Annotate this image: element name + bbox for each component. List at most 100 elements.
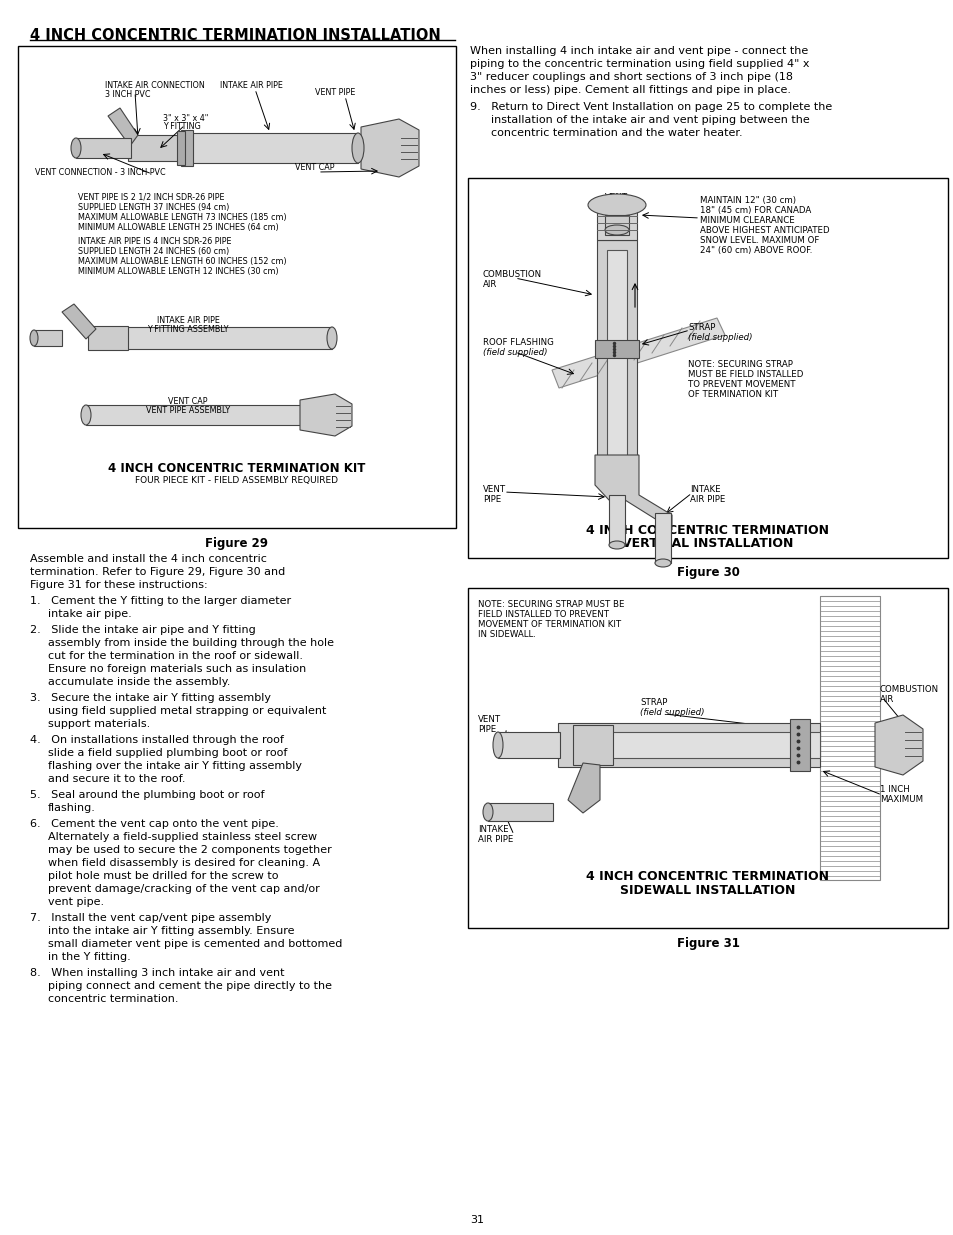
Text: MAXIMUM ALLOWABLE LENGTH 60 INCHES (152 cm): MAXIMUM ALLOWABLE LENGTH 60 INCHES (152 … (78, 257, 286, 266)
Bar (128, 135, 190, 161)
Text: FOUR PIECE KIT - FIELD ASSEMBLY REQUIRED: FOUR PIECE KIT - FIELD ASSEMBLY REQUIRED (135, 475, 338, 485)
Text: INTAKE AIR PIPE: INTAKE AIR PIPE (156, 316, 219, 325)
Bar (76, 138, 131, 158)
Text: 4 INCH CONCENTRIC TERMINATION INSTALLATION: 4 INCH CONCENTRIC TERMINATION INSTALLATI… (30, 28, 440, 43)
Text: VENT: VENT (899, 743, 923, 752)
Text: assembly from inside the building through the hole: assembly from inside the building throug… (48, 638, 334, 648)
Ellipse shape (482, 803, 493, 821)
Text: termination. Refer to Figure 29, Figure 30 and: termination. Refer to Figure 29, Figure … (30, 567, 285, 577)
Text: small diameter vent pipe is cemented and bottomed: small diameter vent pipe is cemented and… (48, 939, 342, 948)
Text: when field disassembly is desired for cleaning. A: when field disassembly is desired for cl… (48, 858, 320, 868)
Text: SNOW LEVEL. MAXIMUM OF: SNOW LEVEL. MAXIMUM OF (700, 236, 819, 245)
Text: accumulate inside the assembly.: accumulate inside the assembly. (48, 677, 230, 687)
Text: into the intake air Y fitting assembly. Ensure: into the intake air Y fitting assembly. … (48, 926, 294, 936)
Text: 1.   Cement the Y fitting to the larger diameter: 1. Cement the Y fitting to the larger di… (30, 597, 291, 606)
Text: When installing 4 inch intake air and vent pipe - connect the: When installing 4 inch intake air and ve… (470, 46, 807, 56)
Text: INTAKE AIR PIPE IS 4 INCH SDR-26 PIPE: INTAKE AIR PIPE IS 4 INCH SDR-26 PIPE (78, 237, 232, 246)
Text: VENT: VENT (482, 485, 506, 494)
Text: (field supplied): (field supplied) (639, 708, 703, 718)
Text: INTAKE: INTAKE (689, 485, 720, 494)
Text: (field supplied): (field supplied) (687, 333, 752, 342)
Bar (122, 327, 332, 350)
Text: 3 INCH PVC: 3 INCH PVC (105, 90, 151, 99)
Polygon shape (299, 394, 352, 436)
Text: inches or less) pipe. Cement all fittings and pipe in place.: inches or less) pipe. Cement all fitting… (470, 85, 790, 95)
Text: STRAP: STRAP (639, 698, 667, 706)
Text: COMBUSTION: COMBUSTION (482, 270, 541, 279)
Text: VENT: VENT (605, 193, 628, 203)
Text: FIELD INSTALLED TO PREVENT: FIELD INSTALLED TO PREVENT (477, 610, 608, 619)
Text: 8.   When installing 3 inch intake air and vent: 8. When installing 3 inch intake air and… (30, 968, 284, 978)
Text: AIR: AIR (879, 695, 893, 704)
Text: AIR PIPE: AIR PIPE (477, 835, 513, 844)
Text: ROOF FLASHING: ROOF FLASHING (482, 338, 554, 347)
Text: 1 INCH: 1 INCH (879, 785, 909, 794)
Text: 2.   Slide the intake air pipe and Y fitting: 2. Slide the intake air pipe and Y fitti… (30, 625, 255, 635)
Text: VENT CAP: VENT CAP (294, 163, 335, 172)
Bar (468, 178, 947, 558)
Text: VENT CAP: VENT CAP (168, 396, 208, 406)
Text: Figure 30: Figure 30 (676, 566, 739, 579)
Text: 4 INCH CONCENTRIC TERMINATION KIT: 4 INCH CONCENTRIC TERMINATION KIT (109, 462, 365, 475)
Text: 31: 31 (470, 1215, 483, 1225)
Bar (558, 722, 820, 767)
Text: 3.   Secure the intake air Y fitting assembly: 3. Secure the intake air Y fitting assem… (30, 693, 271, 703)
Text: 4.   On installations installed through the roof: 4. On installations installed through th… (30, 735, 284, 745)
Text: STRAP: STRAP (687, 324, 715, 332)
Bar (497, 732, 559, 758)
Text: MAXIMUM ALLOWABLE LENGTH 73 INCHES (185 cm): MAXIMUM ALLOWABLE LENGTH 73 INCHES (185 … (78, 212, 286, 222)
Text: pilot hole must be drilled for the screw to: pilot hole must be drilled for the screw… (48, 871, 278, 881)
Polygon shape (360, 119, 418, 177)
Bar (34, 330, 62, 346)
Text: SIDEWALL INSTALLATION: SIDEWALL INSTALLATION (619, 884, 795, 897)
Text: cut for the termination in the roof or sidewall.: cut for the termination in the roof or s… (48, 651, 303, 661)
Text: INTAKE AIR CONNECTION: INTAKE AIR CONNECTION (105, 82, 205, 90)
Text: using field supplied metal strapping or equivalent: using field supplied metal strapping or … (48, 706, 326, 716)
Text: (field supplied): (field supplied) (482, 348, 547, 357)
Text: 9.   Return to Direct Vent Installation on page 25 to complete the: 9. Return to Direct Vent Installation on… (470, 103, 831, 112)
Ellipse shape (81, 405, 91, 425)
Text: VENT PIPE IS 2 1/2 INCH SDR-26 PIPE: VENT PIPE IS 2 1/2 INCH SDR-26 PIPE (78, 193, 224, 203)
Ellipse shape (493, 732, 502, 758)
Text: MINIMUM CLEARANCE: MINIMUM CLEARANCE (700, 216, 794, 225)
Text: COMBUSTION: COMBUSTION (879, 685, 938, 694)
Text: vent pipe.: vent pipe. (48, 897, 104, 906)
Text: NOTE: SECURING STRAP: NOTE: SECURING STRAP (687, 359, 792, 369)
Text: 3" reducer couplings and short sections of 3 inch pipe (18: 3" reducer couplings and short sections … (470, 72, 792, 82)
Polygon shape (567, 763, 599, 813)
Polygon shape (108, 107, 138, 146)
Ellipse shape (179, 133, 191, 163)
Text: 4 INCH CONCENTRIC TERMINATION: 4 INCH CONCENTRIC TERMINATION (586, 869, 828, 883)
Bar (185, 133, 357, 163)
Bar (604, 215, 628, 235)
Text: OF TERMINATION KIT: OF TERMINATION KIT (687, 390, 778, 399)
Text: MAXIMUM: MAXIMUM (879, 795, 923, 804)
Text: slide a field supplied plumbing boot or roof: slide a field supplied plumbing boot or … (48, 748, 287, 758)
Bar (177, 131, 185, 165)
Bar (181, 130, 193, 165)
Text: ABOVE HIGHEST ANTICIPATED: ABOVE HIGHEST ANTICIPATED (700, 226, 829, 235)
Text: 18" (45 cm) FOR CANADA: 18" (45 cm) FOR CANADA (700, 206, 810, 215)
Polygon shape (595, 454, 671, 530)
Bar (573, 725, 613, 764)
Polygon shape (874, 715, 923, 776)
Text: NOTE: SECURING STRAP MUST BE: NOTE: SECURING STRAP MUST BE (477, 600, 624, 609)
Text: installation of the intake air and vent piping between the: installation of the intake air and vent … (470, 115, 809, 125)
Text: MINIMUM ALLOWABLE LENGTH 25 INCHES (64 cm): MINIMUM ALLOWABLE LENGTH 25 INCHES (64 c… (78, 224, 278, 232)
Text: AIR PIPE: AIR PIPE (689, 495, 724, 504)
Text: Figure 31: Figure 31 (676, 937, 739, 950)
Ellipse shape (608, 541, 624, 550)
Text: 5.   Seal around the plumbing boot or roof: 5. Seal around the plumbing boot or roof (30, 790, 264, 800)
Bar (468, 588, 947, 927)
Text: Figure 31 for these instructions:: Figure 31 for these instructions: (30, 580, 208, 590)
Text: Assemble and install the 4 inch concentric: Assemble and install the 4 inch concentr… (30, 555, 267, 564)
Text: flashing.: flashing. (48, 803, 95, 813)
Ellipse shape (71, 138, 81, 158)
Text: and secure it to the roof.: and secure it to the roof. (48, 774, 185, 784)
Text: Alternately a field-supplied stainless steel screw: Alternately a field-supplied stainless s… (48, 832, 316, 842)
Text: PIPE: PIPE (477, 725, 496, 734)
Text: 7.   Install the vent cap/vent pipe assembly: 7. Install the vent cap/vent pipe assemb… (30, 913, 271, 923)
Text: IN SIDEWALL.: IN SIDEWALL. (477, 630, 536, 638)
Text: SUPPLIED LENGTH 24 INCHES (60 cm): SUPPLIED LENGTH 24 INCHES (60 cm) (78, 247, 229, 256)
Text: MOVEMENT OF TERMINATION KIT: MOVEMENT OF TERMINATION KIT (477, 620, 620, 629)
